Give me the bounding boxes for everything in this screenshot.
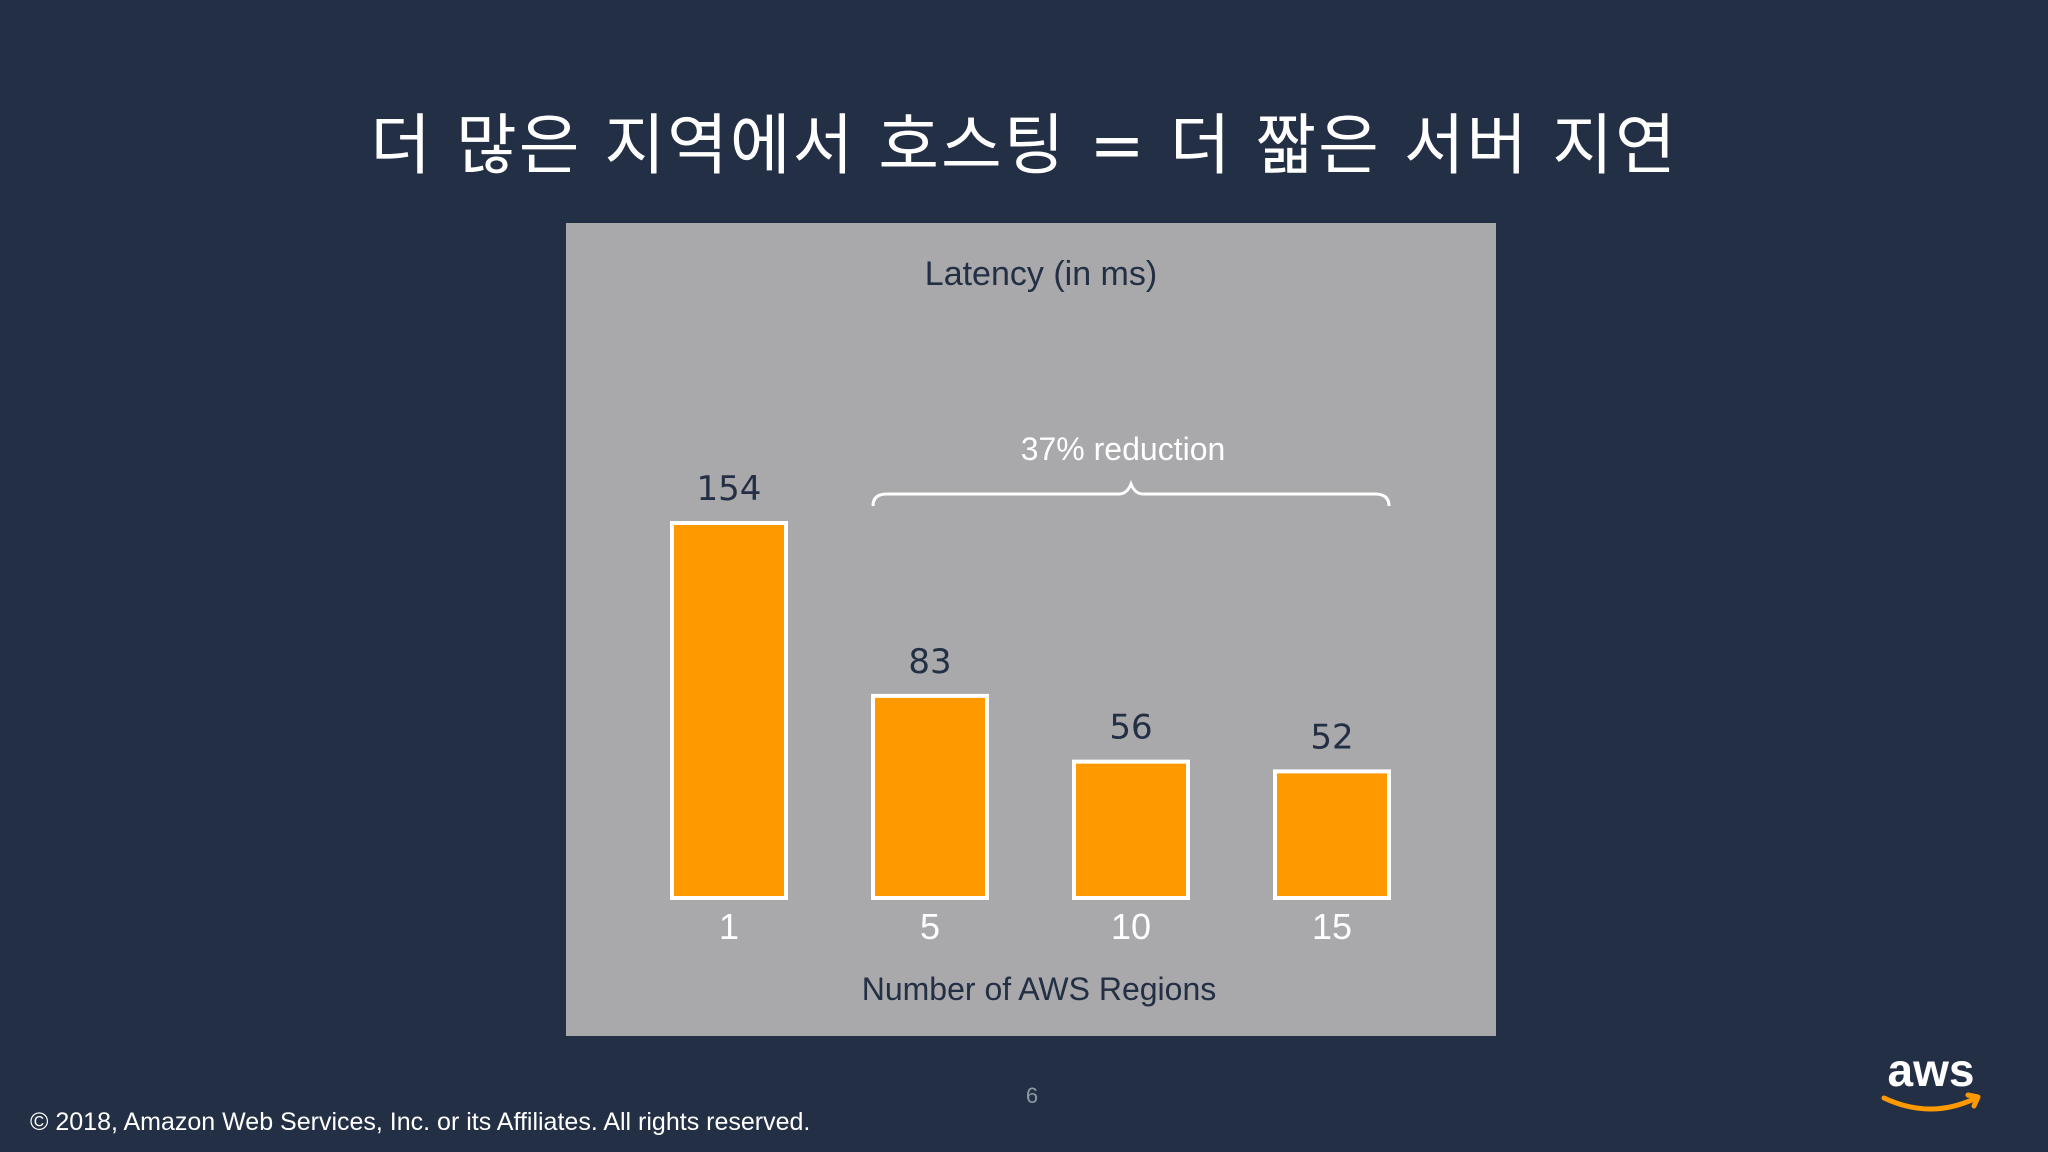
- chart-title: Latency (in ms): [925, 255, 1157, 293]
- bar-1: [670, 521, 788, 900]
- page-number: 6: [1025, 1083, 1039, 1108]
- reduction-label: 37% reduction: [1021, 431, 1226, 467]
- bars-group: 154 1 83 5 56 10 52 15: [670, 469, 1391, 947]
- bar-10: [1072, 759, 1190, 900]
- copyright-footer: © 2018, Amazon Web Services, Inc. or its…: [30, 1108, 811, 1136]
- aws-logo-text: aws: [1888, 1046, 1975, 1096]
- x-axis-label: Number of AWS Regions: [862, 971, 1217, 1007]
- aws-smile-icon: [1881, 1095, 1979, 1112]
- x-tick-label-5: 5: [920, 906, 940, 947]
- x-tick-label-1: 1: [719, 906, 739, 947]
- bar-15: [1273, 769, 1391, 901]
- x-tick-label-15: 15: [1312, 906, 1352, 947]
- slide-title: 더 많은 지역에서 호스팅 = 더 짧은 서버 지연: [370, 107, 1678, 184]
- bar-value-label-5: 83: [908, 642, 951, 682]
- annotation-group: 37% reduction: [871, 431, 1391, 507]
- aws-arrow-icon: [1965, 1092, 1981, 1109]
- bar-5: [871, 693, 989, 900]
- bar-value-label-1: 154: [697, 469, 762, 509]
- bar-value-label-10: 56: [1109, 708, 1152, 748]
- reduction-brace: [871, 479, 1391, 507]
- chart-panel: Latency (in ms) 154 1 83 5 56 10 52 15 37% redu…: [566, 223, 1496, 1036]
- x-tick-label-10: 10: [1111, 906, 1151, 947]
- aws-logo: aws: [1881, 1046, 1981, 1112]
- bar-value-label-15: 52: [1310, 717, 1353, 757]
- latency-bar-chart: Latency (in ms) 154 1 83 5 56 10 52 15 37% redu…: [566, 223, 1496, 1036]
